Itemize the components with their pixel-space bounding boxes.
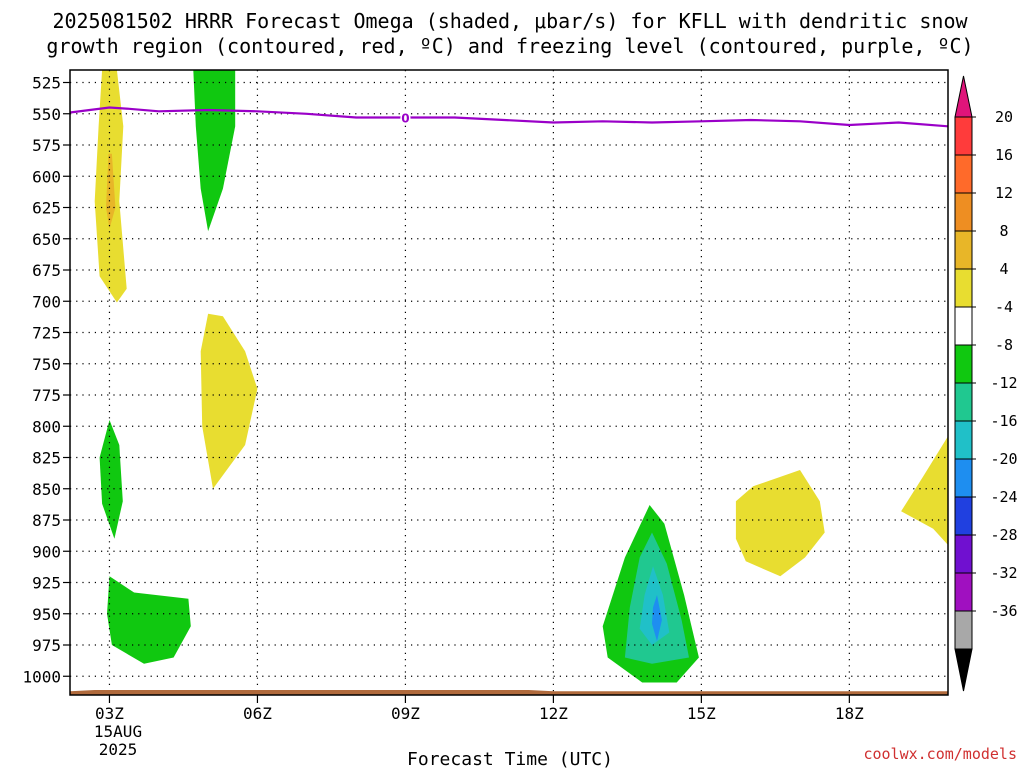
freezing-level-line (70, 106, 948, 128)
colorbar-tick-label: -8 (995, 336, 1013, 354)
y-tick-label: 575 (32, 136, 61, 155)
date-label-year: 2025 (99, 740, 138, 759)
colorbar-bin (954, 154, 973, 194)
colorbar-top-arrow (954, 75, 973, 118)
colorbar-bin (954, 192, 973, 232)
midday-core (652, 595, 662, 642)
afternoon-positive-band (735, 470, 825, 577)
x-tick-label: 09Z (391, 704, 420, 723)
mid-negative-band (99, 420, 123, 539)
date-label-day: 15AUG (94, 722, 142, 741)
y-tick-label: 700 (32, 292, 61, 311)
evening-positive-band (901, 436, 948, 545)
y-tick-label: 925 (32, 574, 61, 593)
colorbar-bin (954, 268, 973, 308)
x-tick-label: 03Z (95, 704, 124, 723)
colorbar-bin (954, 382, 973, 422)
colorbar-tick-label: -16 (990, 412, 1017, 430)
colorbar-bin (954, 116, 973, 156)
y-tick-label: 875 (32, 511, 61, 530)
colorbar-tick-label: -12 (990, 374, 1017, 392)
grid-lines (70, 70, 948, 695)
y-tick-label: 725 (32, 324, 61, 343)
colorbar-tick-label: -24 (990, 488, 1017, 506)
colorbar-bottom-arrow (954, 648, 973, 692)
colorbar-tick-label: 20 (995, 108, 1013, 126)
colorbar-bin (954, 496, 973, 536)
x-axis-label: Forecast Time (UTC) (407, 749, 613, 768)
colorbar-bin (954, 306, 973, 346)
colorbar-bin (954, 610, 973, 650)
y-tick-label: 850 (32, 480, 61, 499)
contour-lines: 0 (70, 106, 948, 695)
upper-negative-band (193, 70, 236, 232)
colorbar-bin (954, 534, 973, 574)
x-tick-label: 06Z (243, 704, 272, 723)
y-tick-label: 1000 (22, 667, 61, 686)
y-tick-label: 950 (32, 605, 61, 624)
y-tick-label: 900 (32, 542, 61, 561)
y-tick-label: 675 (32, 261, 61, 280)
colorbar-tick-label: -28 (990, 526, 1017, 544)
plot-frame (69, 69, 949, 696)
colorbar-bin (954, 344, 973, 384)
colorbar-tick-label: -32 (990, 564, 1017, 582)
colorbar: 20 16 12 8 4 -4 -8 -12 -16 -20 -24 -28 -32 -36 (954, 75, 1018, 692)
chart-title-line-2: growth region (contoured, red, ºC) and f… (46, 34, 973, 58)
colorbar-bin (954, 458, 973, 498)
colorbar-tick-label: 8 (999, 222, 1008, 240)
x-tick-label: 15Z (687, 704, 716, 723)
lower-negative-band (107, 576, 191, 664)
omega-shading (94, 70, 948, 683)
ground-surface (70, 690, 948, 695)
y-tick-label: 650 (32, 230, 61, 249)
chart-title-line-1: 2025081502 HRRR Forecast Omega (shaded, … (52, 9, 968, 33)
x-tick-label: 18Z (835, 704, 864, 723)
y-axis-ticks: 525 550 575 600 625 650 675 700 725 750 775 800 825 8… (22, 74, 70, 686)
credit-text: coolwx.com/models (863, 745, 1017, 763)
colorbar-tick-label: 12 (995, 184, 1013, 202)
colorbar-tick-label: -36 (990, 602, 1017, 620)
colorbar-bin (954, 230, 973, 270)
y-tick-label: 625 (32, 199, 61, 218)
colorbar-tick-label: 16 (995, 146, 1013, 164)
y-tick-label: 975 (32, 636, 61, 655)
y-tick-label: 525 (32, 74, 61, 93)
x-tick-label: 12Z (539, 704, 568, 723)
y-tick-label: 600 (32, 167, 61, 186)
x-axis-ticks: 03Z 06Z 09Z 12Z 15Z 18Z (95, 695, 864, 723)
freezing-level-label: 0 (401, 112, 409, 126)
y-tick-label: 800 (32, 417, 61, 436)
colorbar-tick-label: 4 (999, 260, 1008, 278)
upper-positive-core (106, 153, 116, 229)
y-tick-label: 775 (32, 386, 61, 405)
colorbar-tick-label: -20 (990, 450, 1017, 468)
colorbar-bin (954, 572, 973, 612)
y-tick-label: 825 (32, 449, 61, 468)
y-tick-label: 550 (32, 105, 61, 124)
mid-positive-band (200, 313, 258, 489)
colorbar-bin (954, 420, 973, 460)
y-tick-label: 750 (32, 355, 61, 374)
colorbar-tick-label: -4 (995, 298, 1013, 316)
